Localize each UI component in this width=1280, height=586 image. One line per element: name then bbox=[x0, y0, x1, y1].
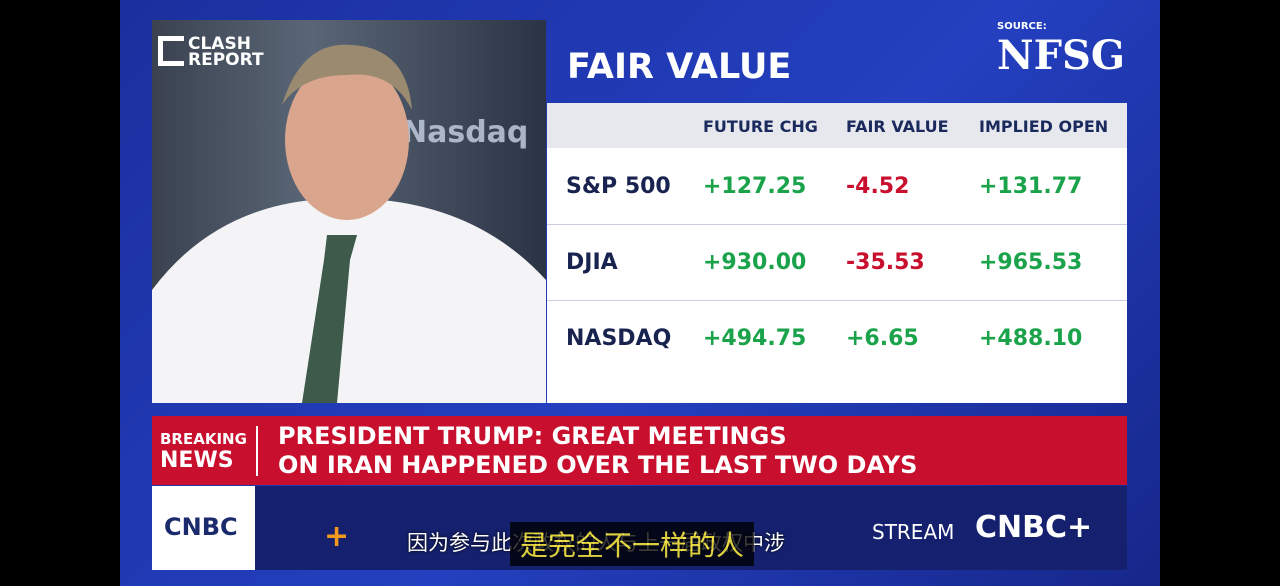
row-separator bbox=[547, 224, 1127, 225]
table-header bbox=[547, 103, 1127, 148]
anchor-figure bbox=[152, 44, 546, 403]
watermark-line: REPORT bbox=[188, 50, 264, 70]
watermark: CLASH REPORT bbox=[158, 34, 264, 70]
column-header: FUTURE CHG bbox=[703, 117, 818, 136]
watermark-line: CLASH bbox=[188, 34, 251, 54]
row-separator bbox=[547, 300, 1127, 301]
breaking-word: NEWS bbox=[160, 448, 234, 473]
subtitle: 是完全不一样的人 bbox=[510, 522, 755, 566]
table-value: +494.75 bbox=[703, 326, 807, 351]
row-label: DJIA bbox=[566, 250, 618, 275]
plus-icon: + bbox=[324, 519, 350, 554]
network-box bbox=[152, 486, 255, 570]
table-value: +131.77 bbox=[979, 174, 1083, 199]
row-label: NASDAQ bbox=[566, 326, 672, 351]
table-value: +930.00 bbox=[703, 250, 807, 275]
stream-label: STREAM bbox=[872, 520, 955, 544]
breaking-word: BREAKING bbox=[160, 430, 247, 448]
source-name: NFSG bbox=[997, 32, 1126, 79]
row-label: S&P 500 bbox=[566, 174, 671, 199]
network-plus-logo: CNBC+ bbox=[975, 510, 1093, 545]
headline-line: PRESIDENT TRUMP: GREAT MEETINGS bbox=[278, 422, 787, 450]
headline-line: ON IRAN HAPPENED OVER THE LAST TWO DAYS bbox=[278, 451, 918, 479]
background-logo: Nasdaq bbox=[402, 115, 529, 150]
video-feed: Nasdaq CLASH REPORT bbox=[152, 20, 546, 403]
table-value: +965.53 bbox=[979, 250, 1083, 275]
network-logo: CNBC bbox=[164, 513, 238, 541]
column-header: FAIR VALUE bbox=[846, 117, 949, 136]
column-header: IMPLIED OPEN bbox=[979, 117, 1109, 136]
table-value: +127.25 bbox=[703, 174, 807, 199]
fair-value-table: FUTURE CHG FAIR VALUE IMPLIED OPEN S&P 500 +… bbox=[547, 103, 1127, 403]
table-value: +488.10 bbox=[979, 326, 1083, 351]
table-value: +6.65 bbox=[846, 326, 919, 351]
panel-title: FAIR VALUE bbox=[567, 47, 792, 87]
breaking-label: BREAKING NEWS bbox=[160, 430, 247, 474]
table-value: -4.52 bbox=[846, 174, 910, 199]
source-label: SOURCE: bbox=[997, 21, 1047, 32]
table-value: -35.53 bbox=[846, 250, 925, 275]
headline: PRESIDENT TRUMP: GREAT MEETINGS ON IRAN H… bbox=[278, 422, 917, 480]
breaking-bar: BREAKING NEWS PRESIDENT TRUMP: GREAT MEET… bbox=[152, 416, 1127, 485]
